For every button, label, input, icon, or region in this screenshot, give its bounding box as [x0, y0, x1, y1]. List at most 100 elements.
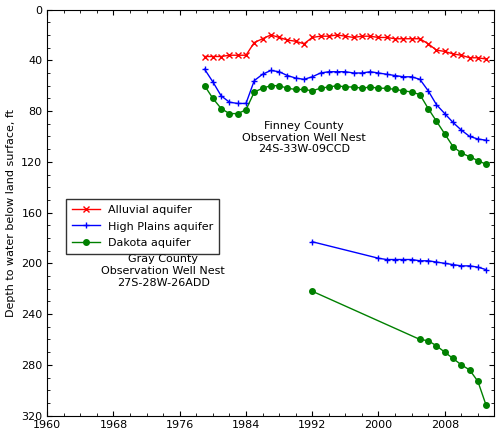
Dakota aquifer: [376, 85, 382, 91]
Dakota aquifer: [268, 83, 274, 89]
High Plains aquifer: [218, 93, 224, 99]
High Plains aquifer: [350, 70, 356, 75]
Dakota aquifer: [450, 144, 456, 149]
Alluvial aquifer: [417, 36, 423, 41]
Dakota aquifer: [210, 96, 216, 101]
Dakota aquifer: [384, 85, 390, 91]
Dakota aquifer: [392, 87, 398, 92]
High Plains aquifer: [392, 73, 398, 78]
High Plains aquifer: [309, 74, 315, 79]
Dakota aquifer: [408, 89, 414, 95]
Dakota aquifer: [442, 131, 448, 136]
High Plains aquifer: [260, 72, 266, 77]
High Plains aquifer: [252, 78, 258, 83]
Alluvial aquifer: [392, 36, 398, 41]
Alluvial aquifer: [226, 53, 232, 58]
Alluvial aquifer: [276, 35, 282, 40]
High Plains aquifer: [400, 74, 406, 79]
Alluvial aquifer: [458, 53, 464, 58]
Alluvial aquifer: [210, 54, 216, 59]
High Plains aquifer: [384, 72, 390, 77]
High Plains aquifer: [466, 134, 472, 139]
High Plains aquifer: [483, 138, 489, 143]
Alluvial aquifer: [376, 35, 382, 40]
High Plains aquifer: [425, 88, 431, 93]
Text: Finney County
Observation Well Nest
24S-33W-09CCD: Finney County Observation Well Nest 24S-…: [242, 121, 366, 154]
Alluvial aquifer: [292, 39, 298, 44]
Legend: Alluvial aquifer, High Plains aquifer, Dakota aquifer: Alluvial aquifer, High Plains aquifer, D…: [66, 199, 219, 254]
High Plains aquifer: [367, 69, 373, 75]
Dakota aquifer: [417, 92, 423, 97]
Dakota aquifer: [260, 85, 266, 91]
High Plains aquifer: [284, 73, 290, 78]
Dakota aquifer: [276, 83, 282, 89]
High Plains aquifer: [234, 101, 240, 106]
Line: High Plains aquifer: High Plains aquifer: [201, 66, 490, 144]
Alluvial aquifer: [475, 55, 481, 61]
Alluvial aquifer: [309, 35, 315, 40]
Dakota aquifer: [252, 89, 258, 95]
High Plains aquifer: [226, 99, 232, 105]
High Plains aquifer: [292, 75, 298, 81]
Alluvial aquifer: [350, 35, 356, 40]
High Plains aquifer: [326, 69, 332, 75]
High Plains aquifer: [434, 102, 440, 107]
Text: Gray County
Observation Well Nest
27S-28W-26ADD: Gray County Observation Well Nest 27S-28…: [102, 255, 225, 288]
Dakota aquifer: [318, 85, 324, 91]
Alluvial aquifer: [218, 54, 224, 59]
Alluvial aquifer: [252, 40, 258, 45]
High Plains aquifer: [417, 77, 423, 82]
Alluvial aquifer: [408, 36, 414, 41]
Line: Dakota aquifer: Dakota aquifer: [202, 83, 489, 167]
Dakota aquifer: [334, 83, 340, 89]
High Plains aquifer: [276, 69, 282, 75]
Dakota aquifer: [400, 88, 406, 93]
Alluvial aquifer: [318, 34, 324, 39]
Alluvial aquifer: [384, 35, 390, 40]
High Plains aquifer: [342, 69, 348, 75]
Dakota aquifer: [458, 150, 464, 156]
Alluvial aquifer: [434, 48, 440, 53]
High Plains aquifer: [243, 101, 249, 106]
High Plains aquifer: [450, 120, 456, 125]
Alluvial aquifer: [326, 34, 332, 39]
Alluvial aquifer: [334, 32, 340, 37]
Alluvial aquifer: [301, 41, 307, 46]
Alluvial aquifer: [202, 54, 207, 59]
Dakota aquifer: [359, 85, 365, 91]
Line: Alluvial aquifer: Alluvial aquifer: [202, 32, 489, 62]
Dakota aquifer: [243, 107, 249, 112]
Alluvial aquifer: [450, 51, 456, 57]
High Plains aquifer: [442, 111, 448, 116]
Alluvial aquifer: [483, 56, 489, 61]
Alluvial aquifer: [359, 34, 365, 39]
High Plains aquifer: [334, 69, 340, 75]
Dakota aquifer: [284, 85, 290, 91]
Alluvial aquifer: [425, 41, 431, 46]
Dakota aquifer: [202, 83, 207, 89]
Dakota aquifer: [301, 87, 307, 92]
Dakota aquifer: [326, 84, 332, 89]
Dakota aquifer: [466, 154, 472, 159]
High Plains aquifer: [408, 74, 414, 79]
Y-axis label: Depth to water below land surface, ft: Depth to water below land surface, ft: [6, 109, 16, 317]
High Plains aquifer: [301, 77, 307, 82]
High Plains aquifer: [359, 70, 365, 75]
Dakota aquifer: [234, 111, 240, 116]
Alluvial aquifer: [342, 34, 348, 39]
Dakota aquifer: [434, 119, 440, 124]
Dakota aquifer: [292, 87, 298, 92]
Dakota aquifer: [342, 84, 348, 89]
Alluvial aquifer: [466, 55, 472, 61]
Dakota aquifer: [309, 88, 315, 93]
Dakota aquifer: [425, 106, 431, 111]
Alluvial aquifer: [243, 53, 249, 58]
Dakota aquifer: [367, 84, 373, 89]
Dakota aquifer: [218, 106, 224, 111]
High Plains aquifer: [458, 127, 464, 133]
Alluvial aquifer: [400, 36, 406, 41]
Alluvial aquifer: [367, 34, 373, 39]
High Plains aquifer: [268, 68, 274, 73]
Dakota aquifer: [226, 111, 232, 116]
Dakota aquifer: [483, 162, 489, 167]
